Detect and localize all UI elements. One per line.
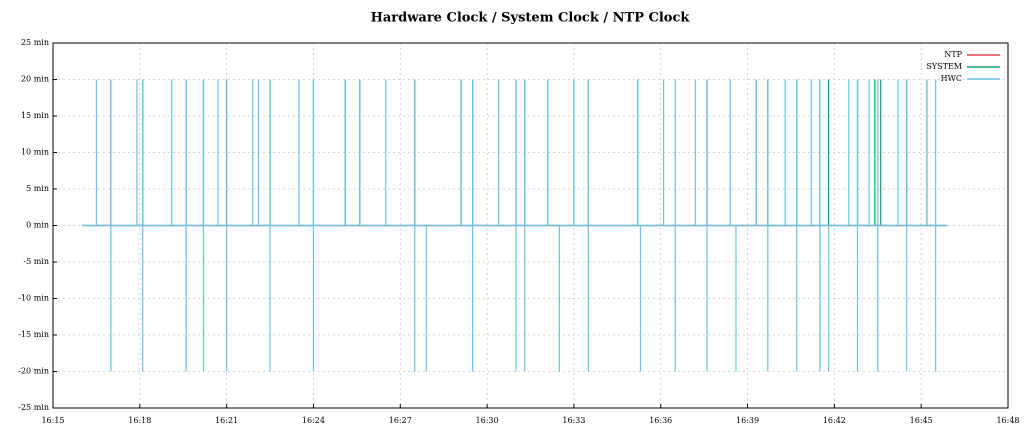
y-tick-label: -15 min xyxy=(18,330,49,339)
x-tick-label: 16:33 xyxy=(562,416,585,425)
y-tick-label: 5 min xyxy=(26,184,49,193)
x-tick-label: 16:45 xyxy=(910,416,933,425)
x-tick-label: 16:27 xyxy=(389,416,412,425)
x-tick-label: 16:15 xyxy=(41,416,64,425)
legend-label: SYSTEM xyxy=(926,62,962,71)
x-tick-label: 16:36 xyxy=(649,416,672,425)
y-tick-label: 20 min xyxy=(21,75,49,84)
x-tick-label: 16:39 xyxy=(736,416,759,425)
x-tick-label: 16:18 xyxy=(128,416,151,425)
legend-label: NTP xyxy=(944,50,962,59)
y-tick-label: 10 min xyxy=(21,148,49,157)
y-tick-label: -25 min xyxy=(18,403,49,412)
x-tick-label: 16:24 xyxy=(302,416,325,425)
y-tick-label: -5 min xyxy=(23,257,49,266)
y-tick-label: -20 min xyxy=(18,367,49,376)
chart-title: Hardware Clock / System Clock / NTP Cloc… xyxy=(371,11,691,26)
y-tick-label: 25 min xyxy=(21,38,49,47)
y-tick-label: -10 min xyxy=(18,294,49,303)
series-line xyxy=(81,79,948,372)
plot-frame xyxy=(52,42,1009,409)
x-tick-label: 16:30 xyxy=(476,416,499,425)
x-tick-label: 16:21 xyxy=(215,416,238,425)
y-tick-label: 0 min xyxy=(26,221,49,230)
y-tick-label: 15 min xyxy=(21,111,49,120)
x-tick-label: 16:42 xyxy=(823,416,846,425)
x-tick-label: 16:48 xyxy=(996,416,1019,425)
legend-label: HWC xyxy=(941,74,962,83)
